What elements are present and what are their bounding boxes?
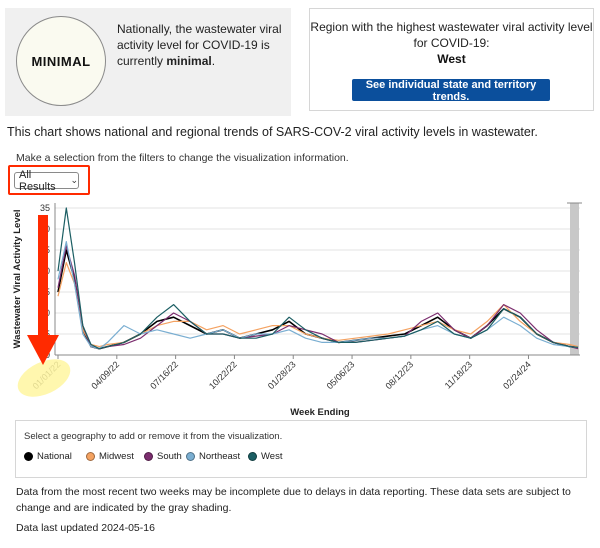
level-badge: MINIMAL [16, 16, 106, 106]
y-tick-label: 35 [40, 203, 50, 213]
x-tick-label: 02/24/24 [501, 359, 533, 391]
legend-label: South [157, 450, 182, 462]
x-tick-label: 11/18/23 [443, 359, 474, 390]
state-trends-button[interactable]: See individual state and territory trend… [352, 79, 550, 103]
yellow-highlight [17, 359, 71, 397]
legend-item-west[interactable]: West [248, 449, 282, 463]
y-axis-label: Wastewater Viral Activity Level [12, 209, 23, 348]
filter-hint: Make a selection from the filters to cha… [16, 152, 349, 164]
legend-dot-icon [248, 451, 257, 461]
legend-item-northeast[interactable]: Northeast [186, 449, 240, 463]
legend-label: West [261, 450, 283, 462]
legend-item-midwest[interactable]: Midwest [86, 449, 134, 463]
x-axis-ticks: 01/01/2204/09/2207/16/2210/22/2201/28/23… [31, 355, 533, 391]
series-line-northeast [57, 241, 579, 350]
x-tick-label: 01/28/23 [266, 359, 298, 391]
x-tick-label: 10/22/22 [207, 359, 239, 391]
legend-item-south[interactable]: South [144, 449, 182, 463]
region-description: Region with the highest wastewater viral… [310, 20, 593, 50]
chevron-down-icon: ⌄ [70, 175, 78, 185]
series-line-south [57, 245, 579, 350]
last-updated: Data last updated 2024-05-16 [16, 522, 155, 534]
recent-data-shading [570, 203, 579, 355]
gridlines [55, 207, 580, 335]
x-tick-label: 04/09/22 [89, 359, 121, 391]
legend-hint: Select a geography to add or remove it f… [24, 431, 283, 442]
x-tick-label: 05/06/23 [325, 359, 357, 391]
level-text-bold: minimal [166, 54, 212, 68]
chart-intro-text: This chart shows national and regional t… [7, 125, 538, 139]
footnote: Data from the most recent two weeks may … [16, 486, 571, 514]
series-lines [57, 207, 579, 350]
highlight-box [8, 165, 90, 195]
legend-dot-icon [24, 451, 33, 461]
legend-label: National [37, 450, 72, 462]
red-arrow [27, 215, 59, 365]
select-value: All Results [19, 168, 56, 193]
x-tick-label: 07/16/22 [148, 359, 180, 391]
series-line-midwest [57, 262, 579, 348]
highest-region-card: Region with the highest wastewater viral… [309, 8, 594, 111]
legend-dot-icon [86, 451, 95, 461]
chart-svg: 05101520253035 01/01/2204/09/2207/16/221… [12, 202, 582, 418]
results-filter-select[interactable]: All Results ⌄ [14, 169, 79, 193]
national-level-card: MINIMAL Nationally, the wastewater viral… [5, 8, 291, 116]
legend-item-national[interactable]: National [24, 449, 72, 463]
legend-dot-icon [144, 451, 153, 461]
region-value: West [437, 52, 466, 66]
legend-label: Midwest [99, 450, 134, 462]
level-text-after: . [211, 54, 216, 68]
legend-label: Northeast [199, 450, 241, 462]
x-axis-label: Week Ending [290, 407, 350, 418]
legend-box: Select a geography to add or remove it f… [15, 420, 587, 478]
legend-dot-icon [186, 451, 195, 461]
series-line-west [57, 207, 579, 350]
level-description: Nationally, the wastewater viral activit… [117, 21, 282, 69]
level-text-before: Nationally, the wastewater viral activit… [117, 22, 282, 68]
x-tick-label: 08/12/23 [383, 359, 415, 391]
